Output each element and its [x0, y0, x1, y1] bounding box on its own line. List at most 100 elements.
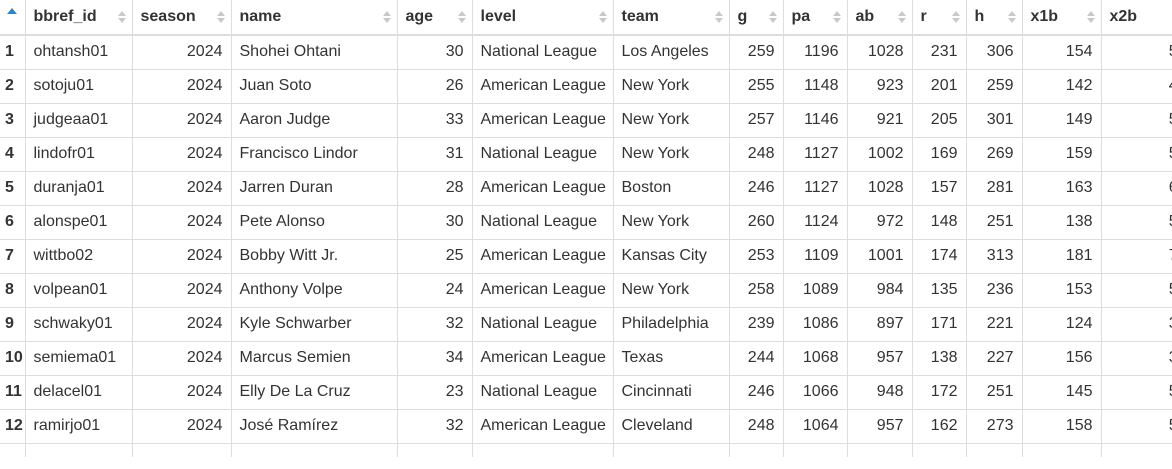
cell-r: 201 [912, 69, 967, 104]
cell-age: 30 [397, 205, 473, 240]
column-header-g[interactable]: g [729, 0, 784, 36]
table-row[interactable]: 4 lindofr01 2024 Francisco Lindor 31 National… [0, 137, 1172, 172]
cell-age: 34 [397, 341, 473, 376]
row-number: 12 [0, 409, 26, 444]
column-header-pa[interactable]: pa [783, 0, 848, 36]
cell-age: 25 [397, 239, 473, 274]
column-header-x1b[interactable]: x1b [1022, 0, 1102, 36]
sort-both-icon[interactable] [714, 11, 723, 23]
sort-ascending-icon[interactable] [7, 8, 17, 14]
cell-team: New York [613, 137, 730, 172]
cell-season: 2024 [132, 239, 232, 274]
sort-both-icon[interactable] [897, 11, 906, 23]
cell-empty [0, 443, 26, 457]
cell-empty [912, 443, 967, 457]
column-header-age[interactable]: age [397, 0, 473, 36]
column-header-label: h [974, 7, 985, 25]
header-row: bbref_id season name age level team g pa ab r h x1b… [0, 0, 1172, 36]
cell-g: 257 [729, 103, 784, 138]
column-header-team[interactable]: team [613, 0, 730, 36]
cell-season: 2024 [132, 205, 232, 240]
table-row[interactable]: 7 wittbo02 2024 Bobby Witt Jr. 25 American Le… [0, 239, 1172, 274]
table-row[interactable]: 1 ohtansh01 2024 Shohei Ohtani 30 National Le… [0, 35, 1172, 70]
sort-both-icon[interactable] [1086, 11, 1095, 23]
table-row[interactable]: 5 duranja01 2024 Jarren Duran 28 American Lea… [0, 171, 1172, 206]
table-row[interactable]: 3 judgeaa01 2024 Aaron Judge 33 American Leag… [0, 103, 1172, 138]
column-header-label: season [140, 7, 196, 25]
cell-empty [613, 443, 730, 457]
table-row[interactable]: 10 semiema01 2024 Marcus Semien 34 American L… [0, 341, 1172, 376]
column-header-bbref-id[interactable]: bbref_id [25, 0, 133, 36]
cell-ab: 1002 [847, 137, 913, 172]
cell-empty [397, 443, 473, 457]
sort-both-icon[interactable] [457, 11, 466, 23]
sort-both-icon[interactable] [768, 11, 777, 23]
table-row[interactable]: 11 delacel01 2024 Elly De La Cruz 23 National… [0, 375, 1172, 410]
cell-ab: 957 [847, 409, 913, 444]
column-header-x2b[interactable]: x2b [1101, 0, 1172, 36]
sort-both-icon[interactable] [951, 11, 960, 23]
cell-pa: 1109 [783, 239, 848, 274]
cell-name: Marcus Semien [231, 341, 398, 376]
cell-g: 258 [729, 273, 784, 308]
cell-team: Kansas City [613, 239, 730, 274]
column-header-h[interactable]: h [966, 0, 1023, 36]
sort-both-icon[interactable] [1007, 11, 1016, 23]
cell-name: Kyle Schwarber [231, 307, 398, 342]
column-header-r[interactable]: r [912, 0, 967, 36]
row-number: 6 [0, 205, 26, 240]
cell-name: Elly De La Cruz [231, 375, 398, 410]
table-row[interactable]: 2 sotoju01 2024 Juan Soto 26 American League N… [0, 69, 1172, 104]
cell-x1b: 138 [1022, 205, 1102, 240]
cell-level: American League [472, 341, 614, 376]
cell-team: New York [613, 205, 730, 240]
cell-name: José Ramírez [231, 409, 398, 444]
table-row[interactable]: 12 ramirjo01 2024 José Ramírez 32 American Le… [0, 409, 1172, 444]
cell-age: 32 [397, 307, 473, 342]
cell-pa: 1124 [783, 205, 848, 240]
cell-x2b: 58 [1101, 409, 1172, 444]
cell-pa: 1196 [783, 35, 848, 70]
cell-ab: 957 [847, 341, 913, 376]
sort-both-icon[interactable] [598, 11, 607, 23]
cell-bbref-id: sotoju01 [25, 69, 133, 104]
cell-empty [966, 443, 1023, 457]
table-row[interactable]: 6 alonspe01 2024 Pete Alonso 30 National Leag… [0, 205, 1172, 240]
sort-both-icon[interactable] [117, 11, 126, 23]
sort-both-icon[interactable] [832, 11, 841, 23]
cell-empty [25, 443, 133, 457]
column-header-level[interactable]: level [472, 0, 614, 36]
table-row[interactable]: 8 volpean01 2024 Anthony Volpe 24 American Le… [0, 273, 1172, 308]
cell-x2b: 58 [1101, 103, 1172, 138]
cell-bbref-id: wittbo02 [25, 239, 133, 274]
row-number-header[interactable] [0, 0, 26, 36]
sort-both-icon[interactable] [216, 11, 225, 23]
cell-pa: 1089 [783, 273, 848, 308]
cell-h: 221 [966, 307, 1023, 342]
cell-age: 26 [397, 69, 473, 104]
cell-team: Texas [613, 341, 730, 376]
cell-ab: 948 [847, 375, 913, 410]
cell-x1b: 159 [1022, 137, 1102, 172]
table-row-partial [0, 443, 1172, 457]
cell-g: 246 [729, 375, 784, 410]
cell-bbref-id: alonspe01 [25, 205, 133, 240]
cell-team: Cleveland [613, 409, 730, 444]
cell-bbref-id: volpean01 [25, 273, 133, 308]
cell-name: Aaron Judge [231, 103, 398, 138]
cell-r: 138 [912, 341, 967, 376]
cell-h: 313 [966, 239, 1023, 274]
cell-empty [847, 443, 913, 457]
column-header-name[interactable]: name [231, 0, 398, 36]
cell-pa: 1146 [783, 103, 848, 138]
cell-x1b: 181 [1022, 239, 1102, 274]
cell-name: Shohei Ohtani [231, 35, 398, 70]
column-header-season[interactable]: season [132, 0, 232, 36]
cell-x2b: 57 [1101, 137, 1172, 172]
table-row[interactable]: 9 schwaky01 2024 Kyle Schwarber 32 National L… [0, 307, 1172, 342]
cell-level: American League [472, 171, 614, 206]
sort-both-icon[interactable] [382, 11, 391, 23]
cell-pa: 1086 [783, 307, 848, 342]
column-header-ab[interactable]: ab [847, 0, 913, 36]
cell-r: 162 [912, 409, 967, 444]
